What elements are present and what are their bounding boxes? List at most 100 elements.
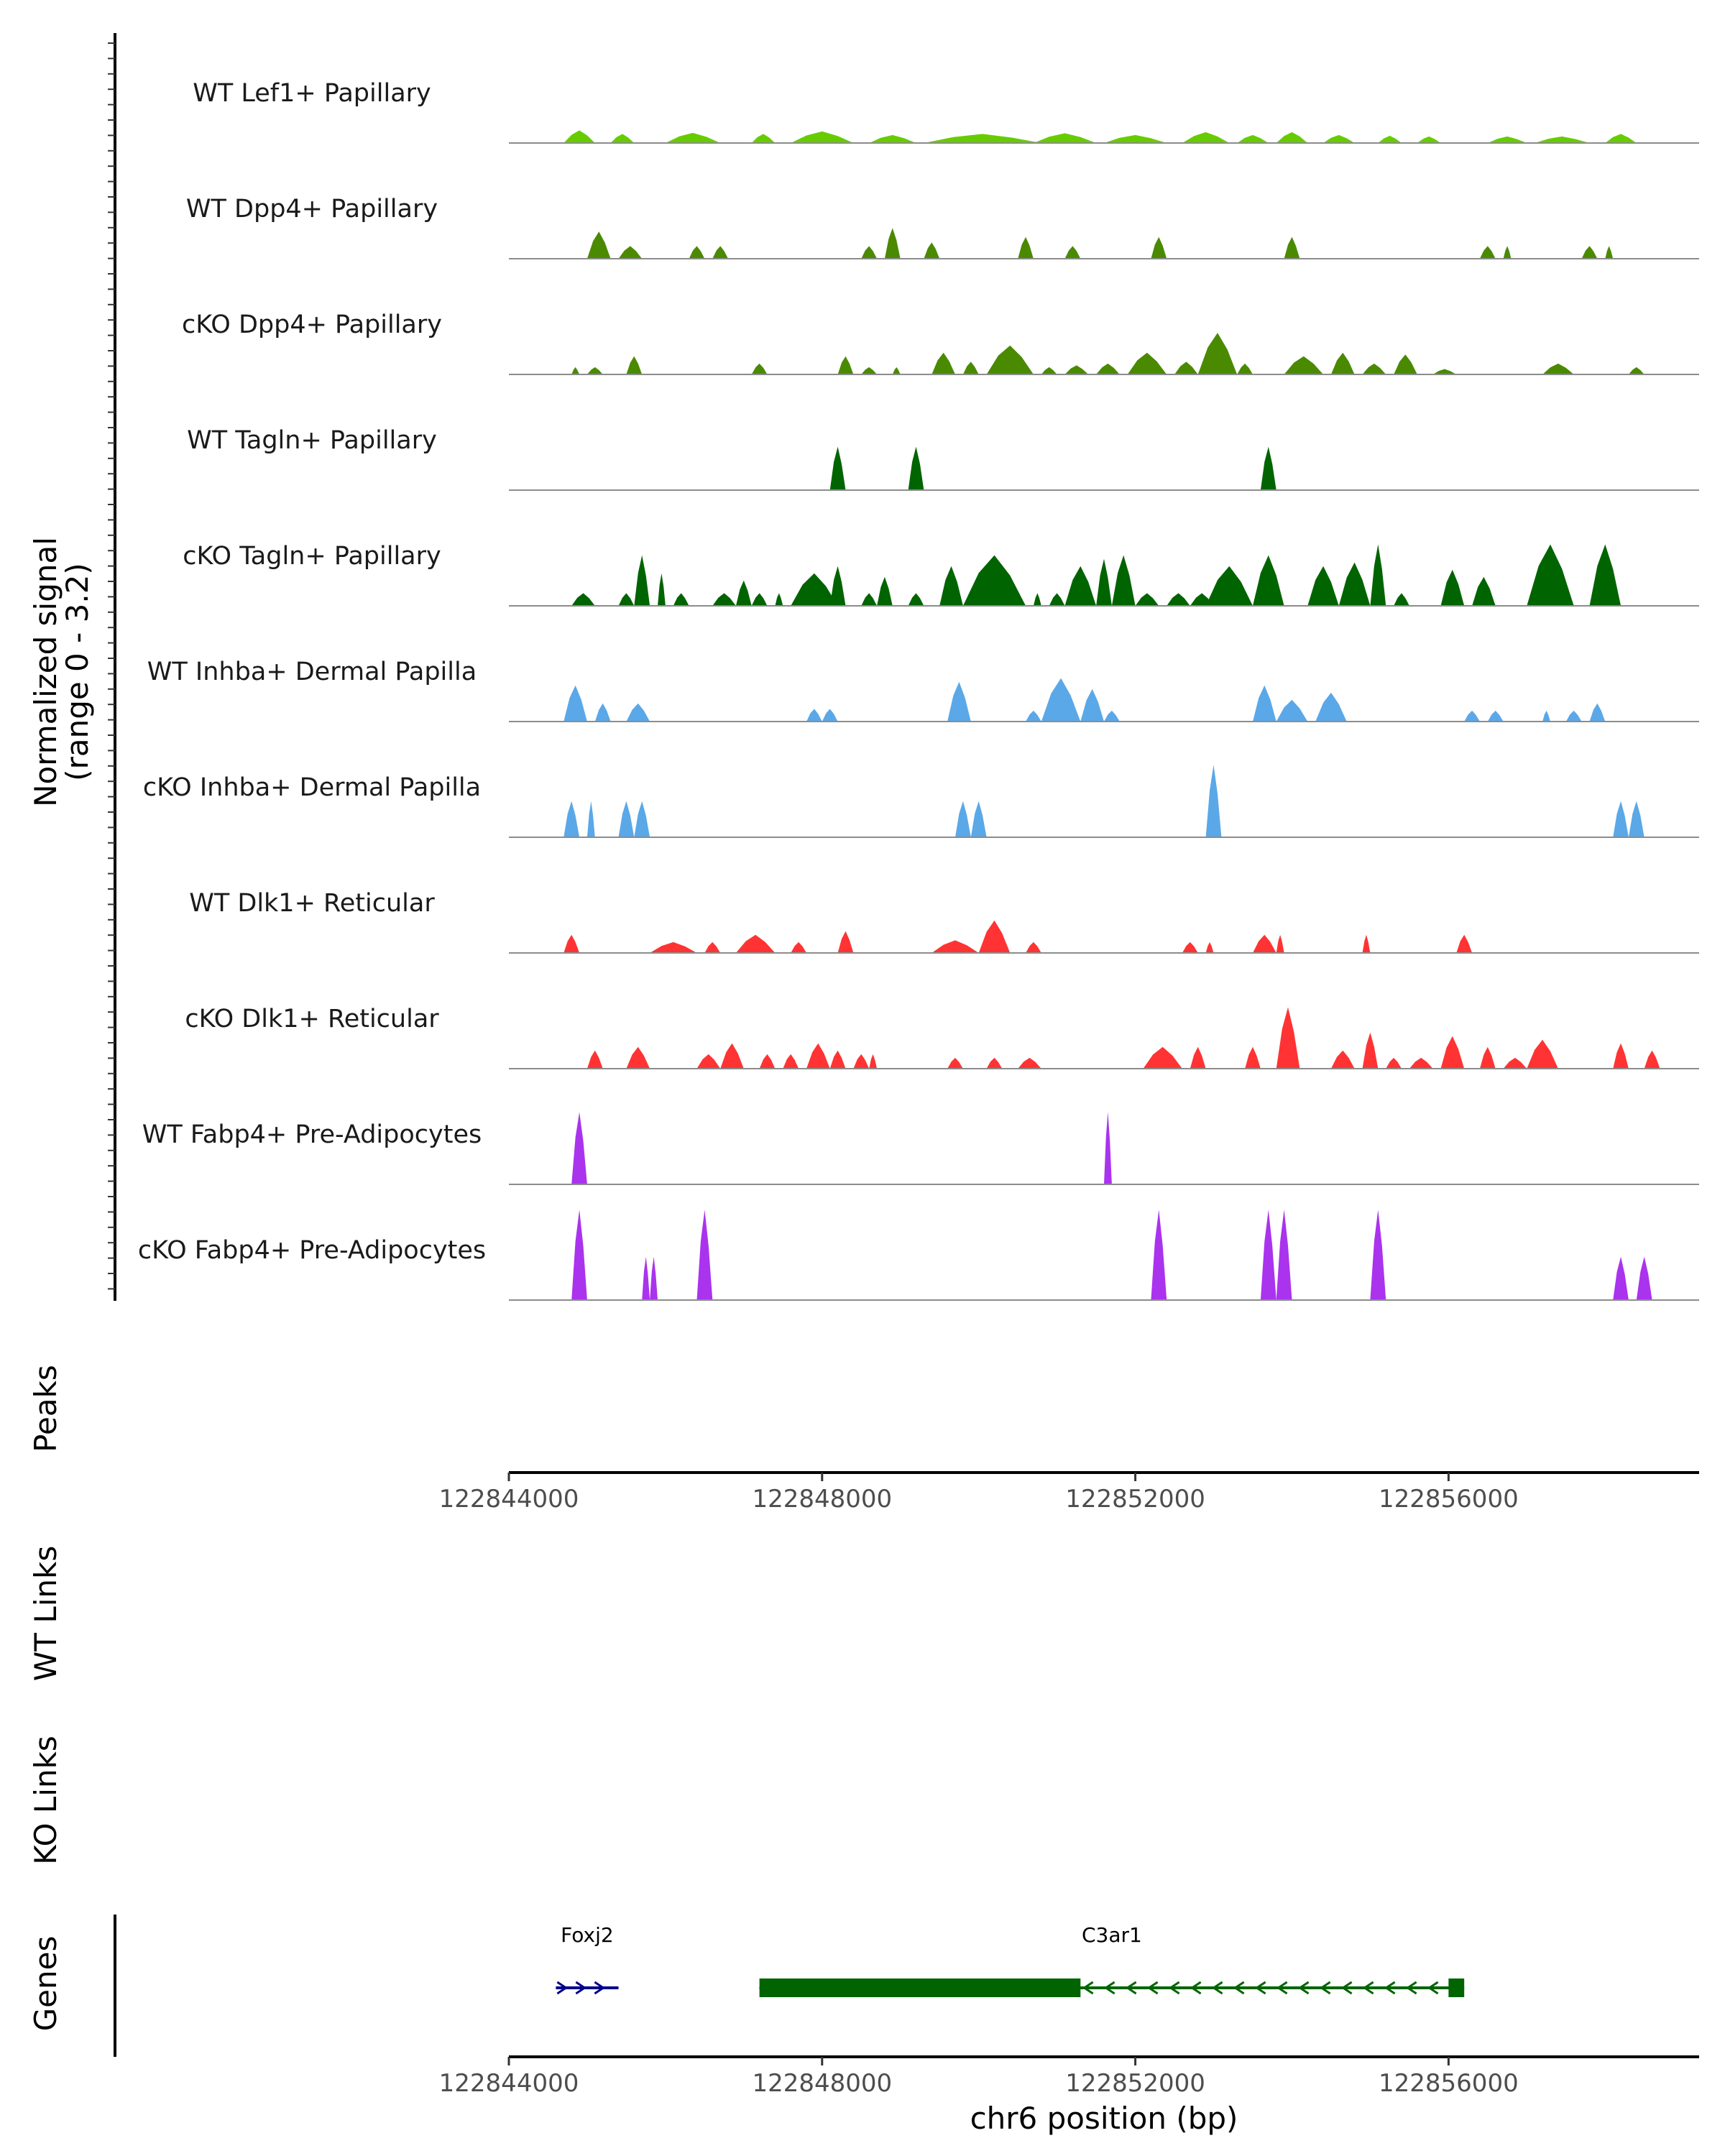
track-label: cKO Dpp4+ Papillary bbox=[182, 310, 442, 339]
strand-arrow bbox=[1190, 1981, 1202, 1995]
coverage-peak bbox=[791, 573, 838, 606]
peaks-panel-label: Peaks bbox=[28, 1365, 63, 1452]
coverage-peak bbox=[1260, 446, 1276, 490]
x-tick-label: 122844000 bbox=[439, 2069, 579, 2098]
coverage-peak bbox=[1104, 134, 1167, 143]
coverage-peak bbox=[884, 228, 901, 259]
coverage-peak bbox=[1049, 593, 1065, 606]
coverage-peak bbox=[861, 593, 878, 606]
coverage-peak bbox=[1535, 136, 1590, 143]
coverage-peak bbox=[829, 446, 846, 490]
coverage-peak bbox=[564, 130, 595, 143]
coverage-peak bbox=[1644, 1050, 1660, 1069]
coverage-peak bbox=[1362, 363, 1386, 374]
y-axis-range-label: (range 0 - 3.2) bbox=[60, 563, 95, 781]
coverage-peak bbox=[586, 367, 603, 374]
coverage-peak bbox=[1338, 562, 1371, 606]
strand-arrow bbox=[1340, 1981, 1353, 1995]
coverage-peak bbox=[658, 573, 666, 606]
coverage-peak bbox=[1589, 544, 1622, 606]
track-6: cKO Inhba+ Dermal Papilla bbox=[143, 765, 1699, 838]
strand-arrow bbox=[594, 1981, 606, 1995]
strand-arrow bbox=[1276, 1981, 1288, 1995]
track-1: WT Dpp4+ Papillary bbox=[186, 195, 1699, 259]
coverage-peak bbox=[978, 920, 1011, 953]
coverage-peak bbox=[1143, 1046, 1182, 1069]
x-tick-label: 122856000 bbox=[1379, 1485, 1519, 1514]
strand-arrow bbox=[1103, 1981, 1116, 1995]
coverage-peak bbox=[1440, 1036, 1465, 1069]
coverage-peak bbox=[626, 356, 643, 374]
coverage-peak bbox=[1182, 132, 1230, 143]
coverage-peak bbox=[1033, 133, 1097, 143]
coverage-peak bbox=[1182, 941, 1198, 953]
coverage-peak bbox=[1276, 934, 1284, 953]
coverage-peak bbox=[1628, 367, 1644, 374]
strand-arrow bbox=[1384, 1981, 1396, 1995]
coverage-peak bbox=[1370, 1210, 1386, 1300]
coverage-peak bbox=[696, 1054, 721, 1069]
coverage-peak bbox=[1284, 356, 1324, 374]
coverage-peak bbox=[1330, 352, 1355, 374]
gene-c3ar1: C3ar1 bbox=[758, 1923, 1465, 1997]
coverage-peak bbox=[1432, 369, 1457, 374]
coverage-peak bbox=[1472, 576, 1496, 606]
coverage-peak bbox=[586, 801, 595, 837]
track-5: WT Inhba+ Dermal Papilla bbox=[147, 658, 1699, 722]
coverage-peak bbox=[1197, 333, 1238, 374]
coverage-peak bbox=[1589, 703, 1606, 722]
coverage-peak bbox=[1394, 354, 1417, 374]
coverage-peak bbox=[861, 246, 878, 259]
coverage-peak bbox=[829, 1050, 846, 1069]
coverage-peak bbox=[1479, 246, 1496, 259]
coverage-peak bbox=[696, 1210, 713, 1300]
track-label: WT Fabp4+ Pre-Adipocytes bbox=[142, 1120, 482, 1149]
coverage-peak bbox=[955, 801, 971, 837]
coverage-peak bbox=[806, 709, 822, 722]
coverage-peak bbox=[650, 1256, 658, 1300]
coverage-peak bbox=[642, 1256, 650, 1300]
coverage-peak bbox=[924, 134, 1041, 143]
strand-arrow bbox=[1319, 1981, 1331, 1995]
track-7: WT Dlk1+ Reticular bbox=[189, 889, 1699, 954]
ko-links-panel-label: KO Links bbox=[28, 1736, 63, 1865]
coverage-peak bbox=[1253, 685, 1276, 722]
coverage-peak bbox=[1362, 934, 1371, 953]
coverage-peak bbox=[712, 246, 729, 259]
track-label: cKO Inhba+ Dermal Papilla bbox=[143, 773, 481, 802]
gene-models: Foxj2 C3ar1 bbox=[556, 1923, 1465, 1997]
coverage-peak bbox=[822, 709, 838, 722]
coverage-peak bbox=[650, 941, 697, 953]
coverage-peak bbox=[1080, 688, 1104, 722]
track-9: WT Fabp4+ Pre-Adipocytes bbox=[142, 1112, 1699, 1185]
track-0: WT Lef1+ Papillary bbox=[193, 79, 1699, 144]
coverage-peak bbox=[869, 1054, 878, 1069]
coverage-peak bbox=[626, 703, 650, 722]
strand-arrow bbox=[1125, 1981, 1137, 1995]
coverage-peak bbox=[1041, 678, 1081, 722]
coverage-peak bbox=[1276, 1007, 1300, 1069]
coverage-peak bbox=[1527, 1039, 1558, 1069]
coverage-peak bbox=[1628, 801, 1644, 837]
coverage-peak bbox=[586, 1050, 603, 1069]
coverage-peak bbox=[908, 446, 924, 490]
coverage-peak bbox=[673, 593, 689, 606]
genes-panel-label: Genes bbox=[28, 1936, 63, 2032]
coverage-peak bbox=[618, 801, 635, 837]
coverage-peak bbox=[1330, 1050, 1355, 1069]
coverage-peak bbox=[837, 356, 854, 374]
coverage-peak bbox=[1378, 135, 1402, 143]
coverage-peak bbox=[712, 593, 736, 606]
track-label: WT Dlk1+ Reticular bbox=[189, 889, 435, 918]
coverage-peak bbox=[1064, 365, 1089, 374]
coverage-peak bbox=[1613, 1256, 1629, 1300]
coverage-peak bbox=[1315, 692, 1347, 722]
coverage-peak bbox=[571, 367, 580, 374]
coverage-peak bbox=[564, 685, 587, 722]
coverage-peak bbox=[1276, 132, 1308, 143]
strand-arrow bbox=[1427, 1981, 1439, 1995]
coverage-peak bbox=[1253, 934, 1276, 953]
coverage-peak bbox=[1581, 246, 1598, 259]
coverage-peak bbox=[571, 1112, 587, 1184]
